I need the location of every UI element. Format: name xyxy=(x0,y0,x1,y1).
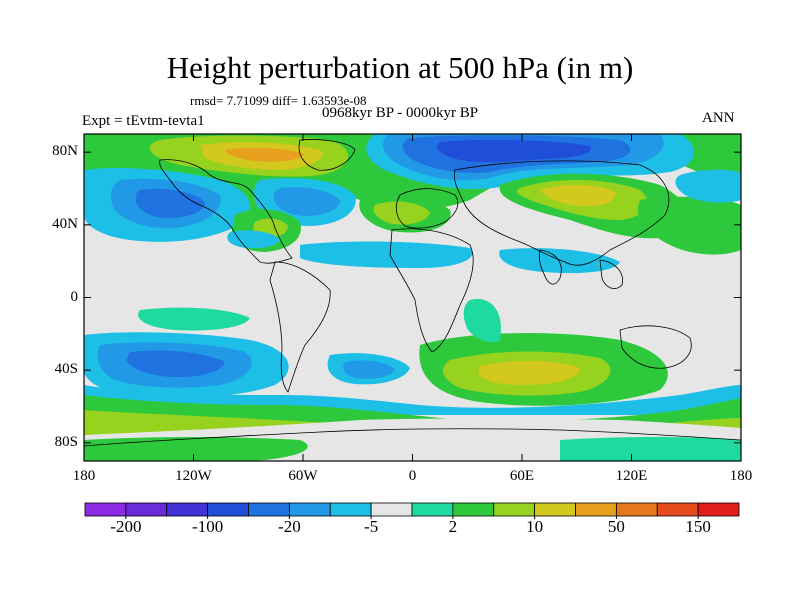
coast-antarctica xyxy=(84,428,741,447)
contour-fields xyxy=(84,134,741,461)
colorbar-tick-label: -200 xyxy=(110,517,142,536)
field-antarctic-green xyxy=(84,437,308,461)
field-tropic-green-1 xyxy=(138,307,250,331)
x-tick-label: 180 xyxy=(729,468,753,484)
y-tick-label: 40S xyxy=(54,361,78,378)
colorbar-box xyxy=(575,502,617,517)
field-europe-yellow xyxy=(373,201,430,225)
axis-tick-marks xyxy=(83,134,742,461)
coast-europe xyxy=(395,188,459,229)
coast-se-asia xyxy=(599,259,623,289)
field-asia-yellow xyxy=(540,184,616,207)
y-tick-label: 40N xyxy=(52,215,78,232)
field-tropic-cyan-2 xyxy=(499,248,620,274)
field-tropic-cyan-1 xyxy=(300,241,473,268)
x-tick-label: 120E xyxy=(615,468,648,484)
x-tick-label: 60E xyxy=(509,468,535,484)
figure-title: Height perturbation at 500 hPa (in m) xyxy=(166,50,634,85)
colorbar-tick-label: -5 xyxy=(364,517,379,536)
colorbar-box xyxy=(329,502,372,517)
colorbar-box xyxy=(656,502,699,517)
coastlines xyxy=(84,139,741,447)
y-tick-label: 80N xyxy=(52,143,78,160)
colorbar-box xyxy=(534,502,576,517)
colorbar xyxy=(84,502,740,517)
y-tick-label: 0 xyxy=(70,288,79,305)
colorbar-box xyxy=(370,502,413,517)
colorbar-tick-label: -100 xyxy=(192,517,224,536)
colorbar-box xyxy=(452,502,495,517)
y-tick-label: 80S xyxy=(54,433,78,450)
field-antarctic-right-green xyxy=(560,437,741,461)
colorbar-box xyxy=(207,502,249,517)
rmsd-label: rmsd= 7.71099 diff= 1.63593e-08 xyxy=(190,93,367,108)
colorbar-box xyxy=(84,502,127,517)
coast-greenland xyxy=(298,139,356,171)
experiment-label: Expt = tEvtm-tevta1 xyxy=(82,113,205,129)
coast-india xyxy=(538,249,562,285)
colorbar-box xyxy=(697,502,740,517)
coast-south-america xyxy=(269,261,331,393)
colorbar-box xyxy=(288,502,331,517)
colorbar-tick-label: 10 xyxy=(526,517,544,536)
field-siberia-core xyxy=(436,139,591,163)
field-indian-yellow xyxy=(478,360,580,386)
colorbar-tick-marks xyxy=(125,516,699,519)
coast-africa xyxy=(389,228,474,353)
map-plot-area xyxy=(84,134,741,461)
period-label: 0968kyr BP - 0000kyr BP xyxy=(322,105,479,121)
colorbar-tick-label: 50 xyxy=(607,517,625,536)
field-satlantic-blue xyxy=(343,360,395,379)
colorbar-tick-label: 150 xyxy=(685,517,711,536)
colorbar-box xyxy=(248,502,290,517)
field-spacific-deep xyxy=(126,350,225,378)
colorbar-box xyxy=(493,502,536,517)
field-greenland-red xyxy=(225,147,305,162)
field-pacific-north-green xyxy=(638,196,741,255)
field-atlantic-blue xyxy=(273,187,340,216)
colorbar-box xyxy=(125,502,168,517)
field-pacific-north-cyan xyxy=(675,169,741,203)
x-tick-label: 0 xyxy=(408,468,417,484)
field-namerica-deep xyxy=(135,188,205,218)
colorbar-box xyxy=(615,502,658,517)
colorbar-tick-label: -20 xyxy=(278,517,301,536)
coast-asia xyxy=(453,160,670,266)
field-tropic-cyan-3 xyxy=(227,230,280,249)
x-tick-label: 180 xyxy=(72,468,96,484)
x-tick-label: 60W xyxy=(288,468,318,484)
colorbar-box xyxy=(411,502,454,517)
coast-australia xyxy=(619,325,692,369)
x-tick-label: 120W xyxy=(175,468,212,484)
field-indian-tongue xyxy=(463,299,501,343)
colorbar-box xyxy=(166,502,209,517)
season-label: ANN xyxy=(702,110,735,126)
colorbar-tick-label: 2 xyxy=(448,517,458,536)
